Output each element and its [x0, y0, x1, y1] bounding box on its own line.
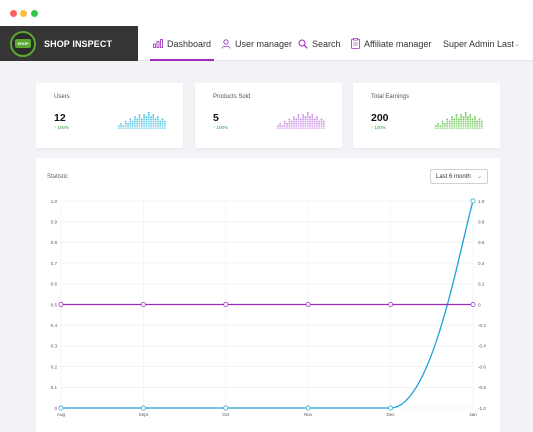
arrow-up-icon: ↑: [54, 125, 57, 130]
users-sparkline-icon: [118, 112, 166, 129]
y-tick-label-left: 0.4: [51, 323, 58, 328]
y-tick-label-right: -0.4: [478, 344, 486, 349]
card-earnings-value: 200: [371, 112, 389, 124]
x-tick-label: Dec: [387, 412, 396, 417]
y-tick-label-right: -0.2: [478, 323, 486, 328]
nav-affiliate-manager[interactable]: Affiliate manager: [351, 26, 431, 61]
shop-logo-icon: SHOP: [10, 30, 36, 57]
data-point[interactable]: [140, 302, 146, 307]
y-tick-label-left: 0.1: [51, 385, 58, 390]
admin-name: Super Admin Last: [443, 38, 515, 49]
y-tick-label-right: 0.8: [478, 220, 485, 225]
nav-dashboard-label: Dashboard: [167, 38, 212, 49]
y-tick-label-right: 0: [478, 302, 481, 307]
y-tick-label-left: 0.2: [51, 364, 58, 369]
y-tick-label-left: 1.0: [51, 199, 58, 204]
data-point[interactable]: [388, 302, 394, 307]
range-select[interactable]: Last 6 month ⌄: [430, 169, 488, 184]
card-users-value: 12: [54, 112, 66, 124]
data-point[interactable]: [223, 405, 229, 411]
y-tick-label-right: 0.2: [478, 282, 485, 287]
card-users-change: ↑ 100%: [54, 125, 69, 130]
statistic-line-chart: 0 0.1 0.2 0.3 0.4 0.5 0.6 0.7 0.8 0.9 1.0 -1.0 -0.8 -…: [51, 198, 486, 417]
series-line-0: [61, 200, 474, 409]
card-products-change-value: 100%: [216, 125, 229, 130]
y-tick-label-right: -0.8: [478, 385, 486, 390]
nav-affiliate-manager-label: Affiliate manager: [364, 38, 432, 49]
y-tick-label-left: 0: [54, 406, 57, 411]
data-point[interactable]: [388, 405, 394, 411]
data-point[interactable]: [470, 198, 476, 204]
card-earnings-change: ↑ 100%: [371, 125, 386, 130]
card-users-label: Users: [54, 94, 70, 100]
arrow-up-icon: ↑: [371, 125, 374, 130]
y-tick-label-left: 0.5: [51, 302, 58, 307]
data-point[interactable]: [305, 302, 311, 307]
chevron-down-icon[interactable]: ⌄: [514, 40, 520, 48]
data-point[interactable]: [305, 405, 311, 411]
data-point[interactable]: [58, 302, 64, 307]
card-users: Users 12 ↑ 100%: [36, 83, 183, 148]
brand[interactable]: SHOP SHOP INSPECT: [0, 26, 138, 61]
nav-search[interactable]: Search: [298, 26, 341, 61]
logo-text: SHOP: [15, 38, 31, 48]
card-products-value: 5: [213, 112, 219, 124]
card-earnings-label: Total Earnings: [371, 94, 410, 100]
data-point[interactable]: [470, 302, 476, 307]
card-total-earnings: Total Earnings 200 ↑ 100%: [353, 83, 500, 148]
y-tick-label-right: 0.4: [478, 261, 485, 266]
y-tick-label-right: 1.0: [478, 199, 485, 204]
nav-dashboard[interactable]: Dashboard: [149, 26, 215, 61]
card-earnings-change-value: 100%: [374, 125, 387, 130]
arrow-up-icon: ↑: [213, 125, 216, 130]
nav-admin-user-menu[interactable]: Super Admin Last: [443, 26, 514, 61]
close-window-button[interactable]: [10, 10, 17, 17]
x-tick-label: Jan: [469, 412, 477, 417]
statistic-title: Statistic: [47, 174, 69, 180]
card-products-change: ↑ 100%: [213, 125, 228, 130]
y-tick-label-left: 0.7: [51, 261, 58, 266]
clipboard-icon: [351, 38, 360, 49]
y-tick-label-left: 0.9: [51, 220, 58, 225]
top-navbar: SHOP SHOP INSPECT Dashboard User manager: [0, 26, 533, 61]
statistic-panel: Statistic Last 6 month ⌄ 0 0.1 0.2 0.3 0.4 0.…: [36, 158, 500, 432]
x-tick-label: Oct: [222, 412, 230, 417]
data-point[interactable]: [140, 405, 146, 411]
card-products-sold: Products Sold 5 ↑ 100%: [195, 83, 342, 148]
title-bar: [0, 0, 533, 26]
bar-chart-icon: [153, 39, 163, 48]
maximize-window-button[interactable]: [31, 10, 38, 17]
card-products-label: Products Sold: [213, 94, 251, 100]
products-sparkline-icon: [277, 112, 325, 129]
y-tick-label-right: 0.6: [478, 240, 485, 245]
data-point[interactable]: [58, 405, 64, 411]
card-users-change-value: 100%: [57, 125, 70, 130]
x-tick-label: Aug: [57, 412, 66, 417]
y-tick-label-left: 0.8: [51, 240, 58, 245]
x-tick-label: Sept: [139, 412, 149, 417]
chevron-down-icon: ⌄: [476, 174, 482, 180]
nav-user-manager[interactable]: User manager: [221, 26, 292, 61]
y-tick-label-right: -1.0: [478, 406, 486, 411]
y-tick-label-left: 0.6: [51, 282, 58, 287]
brand-name: SHOP INSPECT: [44, 38, 113, 49]
earnings-sparkline-icon: [435, 112, 483, 129]
search-icon: [298, 39, 308, 49]
y-tick-label-right: -0.6: [478, 364, 486, 369]
minimize-window-button[interactable]: [20, 10, 27, 17]
range-select-value: Last 6 month: [436, 173, 471, 180]
x-tick-label: Nov: [304, 412, 313, 417]
nav-search-label: Search: [312, 38, 341, 49]
data-point[interactable]: [223, 302, 229, 307]
user-icon: [221, 38, 231, 49]
y-tick-label-left: 0.3: [51, 344, 58, 349]
nav-user-manager-label: User manager: [235, 38, 293, 49]
